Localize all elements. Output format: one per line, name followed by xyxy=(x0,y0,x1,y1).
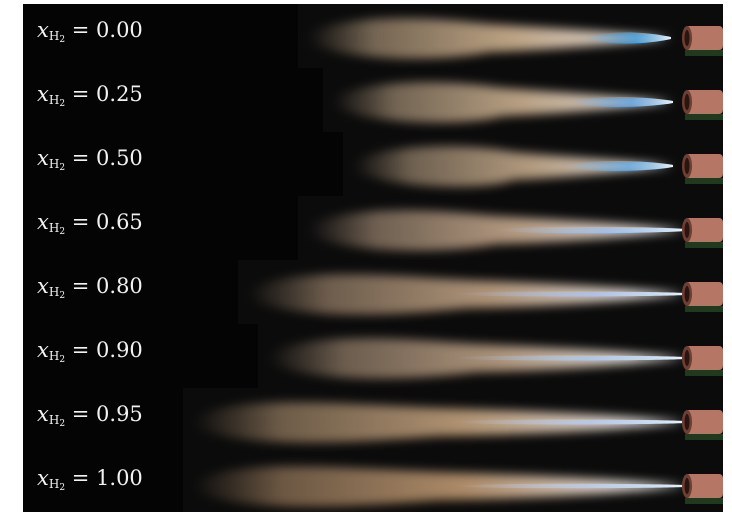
label-symbol: x xyxy=(37,274,49,298)
flame-photo xyxy=(23,452,723,512)
label-subsubscript: 2 xyxy=(59,163,66,173)
mole-fraction-label: xH2 = 1.00 xyxy=(37,466,143,493)
burner-nozzle xyxy=(682,90,723,120)
mole-fraction-label: xH2 = 0.00 xyxy=(37,18,143,45)
flame-row: xH2 = 0.50 xyxy=(23,132,723,196)
mole-fraction-label: xH2 = 0.90 xyxy=(37,338,143,365)
label-value: 0.25 xyxy=(96,82,143,106)
label-value: 0.50 xyxy=(96,146,143,170)
label-subscript: H2 xyxy=(48,93,66,109)
mole-fraction-label: xH2 = 0.65 xyxy=(37,210,143,237)
label-equals: = xyxy=(71,466,90,490)
label-value: 0.00 xyxy=(96,18,143,42)
label-subscript: H2 xyxy=(48,221,66,237)
label-value: 0.65 xyxy=(96,210,143,234)
flame-core xyxy=(453,355,685,361)
flame-plume xyxy=(193,402,685,443)
label-symbol: x xyxy=(37,402,49,426)
flame-photo xyxy=(23,132,723,196)
label-equals: = xyxy=(71,210,90,234)
flame-row: xH2 = 0.95 xyxy=(23,388,723,452)
label-equals: = xyxy=(71,146,90,170)
flame-core xyxy=(453,483,685,489)
label-subsubscript: 2 xyxy=(59,355,66,365)
burner-nozzle xyxy=(682,346,723,376)
flame-plume xyxy=(193,466,685,507)
flame-core xyxy=(563,161,673,171)
label-subscript: H2 xyxy=(48,477,66,493)
label-value: 0.80 xyxy=(96,274,143,298)
flame-core xyxy=(583,32,671,44)
burner-nozzle xyxy=(682,474,723,504)
flame-svg xyxy=(323,68,723,132)
flame-row: xH2 = 1.00 xyxy=(23,452,723,512)
flame-image-panel: xH2 = 0.00 xH2 = 0.25 xyxy=(23,4,723,512)
label-subscript: H2 xyxy=(48,29,66,45)
burner-nozzle xyxy=(682,410,723,440)
flame-core xyxy=(568,97,673,107)
flame-photo xyxy=(23,260,723,324)
label-subsubscript: 2 xyxy=(59,419,66,429)
label-subscript: H2 xyxy=(48,349,66,365)
burner-nozzle xyxy=(682,154,723,184)
label-equals: = xyxy=(71,274,90,298)
flame-svg xyxy=(183,388,723,452)
mole-fraction-label: xH2 = 0.25 xyxy=(37,82,143,109)
flame-photo xyxy=(23,388,723,452)
label-symbol: x xyxy=(37,18,49,42)
label-symbol: x xyxy=(37,146,49,170)
label-subsubscript: 2 xyxy=(59,483,66,493)
label-symbol: x xyxy=(37,82,49,106)
mole-fraction-label: xH2 = 0.95 xyxy=(37,402,143,429)
label-equals: = xyxy=(71,338,90,362)
flame-plume xyxy=(308,18,671,59)
flame-svg xyxy=(238,260,723,324)
flame-photo xyxy=(23,4,723,68)
flame-svg xyxy=(298,4,723,68)
flame-row: xH2 = 0.65 xyxy=(23,196,723,260)
label-subsubscript: 2 xyxy=(59,99,66,109)
flame-core xyxy=(493,226,685,234)
label-equals: = xyxy=(71,402,90,426)
label-equals: = xyxy=(71,82,90,106)
label-subscript: H2 xyxy=(48,157,66,173)
label-symbol: x xyxy=(37,466,49,490)
burner-nozzle xyxy=(682,218,723,248)
flame-svg xyxy=(258,324,723,388)
flame-core xyxy=(453,419,685,425)
flame-row: xH2 = 0.80 xyxy=(23,260,723,324)
label-value: 0.95 xyxy=(96,402,143,426)
label-value: 1.00 xyxy=(96,466,143,490)
label-subsubscript: 2 xyxy=(59,291,66,301)
flame-plume xyxy=(333,82,673,123)
flame-row: xH2 = 0.00 xyxy=(23,4,723,68)
label-subsubscript: 2 xyxy=(59,35,66,45)
flame-plume xyxy=(353,146,673,187)
mole-fraction-label: xH2 = 0.80 xyxy=(37,274,143,301)
flame-row: xH2 = 0.90 xyxy=(23,324,723,388)
mole-fraction-label: xH2 = 0.50 xyxy=(37,146,143,173)
label-equals: = xyxy=(71,18,90,42)
flame-photo xyxy=(23,196,723,260)
flame-row: xH2 = 0.25 xyxy=(23,68,723,132)
flame-svg xyxy=(343,132,723,196)
label-subsubscript: 2 xyxy=(59,227,66,237)
flame-svg xyxy=(183,452,723,512)
burner-nozzle xyxy=(682,26,723,56)
label-value: 0.90 xyxy=(96,338,143,362)
burner-nozzle xyxy=(682,282,723,312)
label-subscript: H2 xyxy=(48,413,66,429)
flame-core xyxy=(453,291,685,297)
flame-photo xyxy=(23,68,723,132)
label-symbol: x xyxy=(37,338,49,362)
flame-svg xyxy=(298,196,723,260)
label-symbol: x xyxy=(37,210,49,234)
flame-photo xyxy=(23,324,723,388)
label-subscript: H2 xyxy=(48,285,66,301)
